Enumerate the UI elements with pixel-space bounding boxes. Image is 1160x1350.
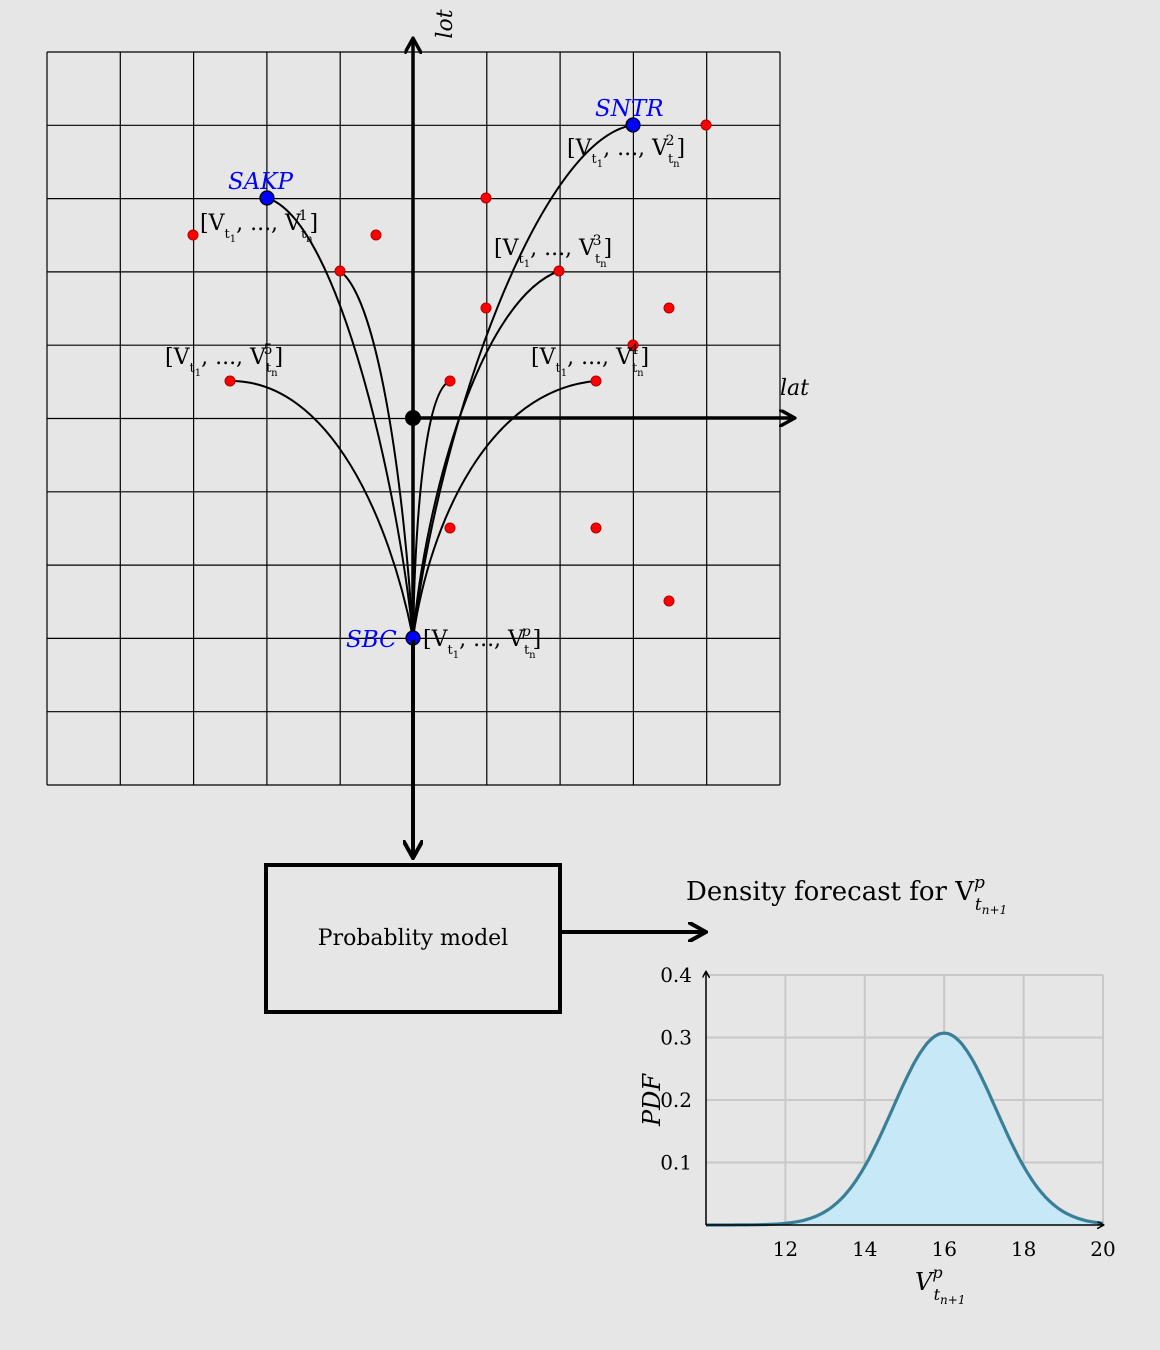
station-sakp-label: SAKP — [228, 169, 294, 195]
sensor-point — [444, 522, 456, 534]
connection-curve — [412, 380, 597, 639]
station-sntr-marker — [625, 117, 641, 133]
chart-y-tick-labels: 0.1 0.2 0.3 0.4 — [660, 963, 692, 1175]
sensor-point — [444, 375, 456, 387]
series-label-v5: [Vt1, ..., Vtn5] — [165, 342, 283, 379]
connection-curve — [266, 197, 414, 639]
series-label-v4: [Vt1, ..., Vtn4] — [531, 342, 649, 379]
sensor-point — [370, 229, 382, 241]
chart-y-tick-label: 0.3 — [660, 1026, 692, 1050]
series-label-v1: [Vt1, ..., Vtn1] — [200, 208, 318, 245]
density-chart: 12 14 16 18 20 0.1 0.2 0.3 0.4 PDF Vp tn+1 — [638, 963, 1116, 1307]
chart-x-tick-label: 18 — [1011, 1237, 1036, 1261]
sensor-point — [480, 192, 492, 204]
lat-axis-label: lat — [780, 376, 809, 401]
chart-x-tick-label: 20 — [1090, 1237, 1115, 1261]
forecast-title: Density forecast for Vp tn+1 — [686, 873, 1007, 917]
connection-curve — [229, 379, 414, 639]
sensor-points — [187, 119, 712, 607]
chart-y-tick-label: 0.2 — [660, 1088, 692, 1112]
connection-curve — [412, 124, 634, 639]
chart-y-tick-label: 0.4 — [660, 963, 692, 987]
series-label-v2: [Vt1, ..., Vtn2] — [567, 133, 685, 170]
sensor-point — [627, 339, 639, 351]
sensor-point — [700, 119, 712, 131]
lot-axis-label: lot — [433, 9, 458, 38]
sensor-point — [224, 375, 236, 387]
sensor-point — [553, 265, 565, 277]
series-label-v3: [Vt1, ..., Vtn3] — [494, 233, 612, 270]
map-axes: lot lat — [405, 9, 809, 640]
sensor-point — [187, 229, 199, 241]
connection-curves — [229, 124, 634, 639]
connection-curve — [339, 270, 414, 639]
sensor-point — [480, 302, 492, 314]
density-area — [706, 1033, 1103, 1225]
sensor-point — [590, 522, 602, 534]
series-labels: [Vt1, ..., Vtn1] [Vt1, ..., Vtn2] [Vt1, … — [165, 133, 685, 661]
chart-y-label: PDF — [638, 1073, 666, 1127]
chart-x-tick-label: 14 — [852, 1237, 877, 1261]
model-box-label: Probablity model — [318, 926, 508, 951]
station-sakp-marker — [259, 190, 275, 206]
sensor-point — [663, 595, 675, 607]
series-label-vp: [Vt1, ..., Vtnp] — [423, 624, 541, 661]
probability-model-box: Probablity model — [264, 863, 562, 1014]
chart-x-label: Vp tn+1 — [915, 1263, 965, 1307]
stations: SAKP SNTR SBC — [228, 96, 664, 653]
chart-x-tick-labels: 12 14 16 18 20 — [773, 1237, 1116, 1261]
chart-x-tick-label: 12 — [773, 1237, 798, 1261]
origin-point — [405, 410, 421, 426]
station-sntr-label: SNTR — [595, 96, 664, 122]
connection-curve — [412, 270, 560, 639]
sensor-point — [663, 302, 675, 314]
sensor-point — [590, 375, 602, 387]
chart-x-tick-label: 16 — [931, 1237, 956, 1261]
station-sbc-label: SBC — [346, 627, 397, 653]
sensor-point — [334, 265, 346, 277]
chart-y-tick-label: 0.1 — [660, 1151, 692, 1175]
